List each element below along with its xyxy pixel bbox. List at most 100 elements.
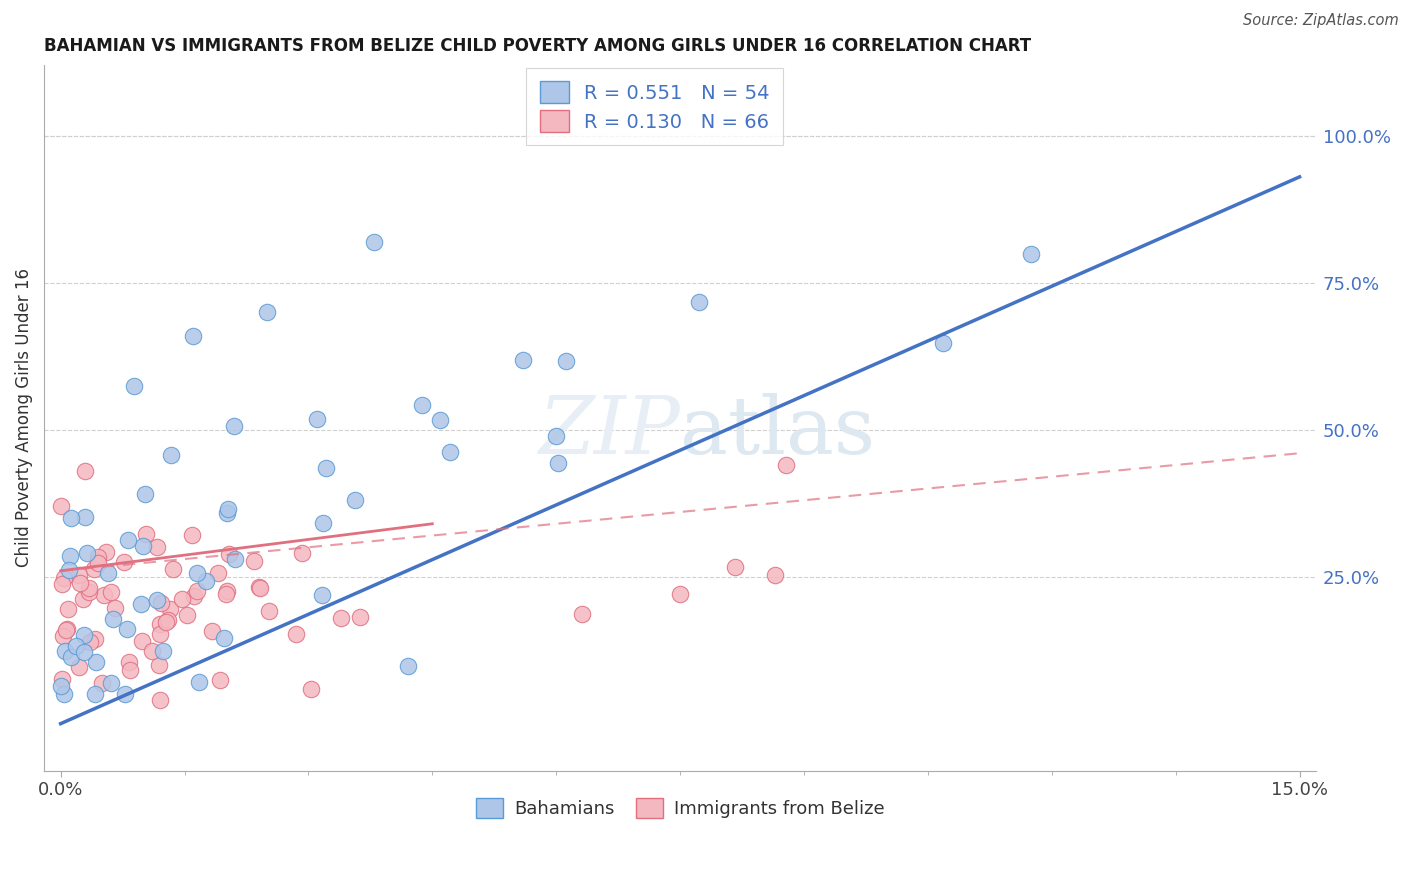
Point bbox=[554, 354, 576, 368]
Point bbox=[52, 687, 75, 701]
Point bbox=[411, 398, 433, 412]
Point bbox=[69, 576, 91, 591]
Point bbox=[181, 328, 204, 343]
Point bbox=[180, 527, 202, 541]
Point bbox=[73, 644, 96, 658]
Point bbox=[669, 587, 692, 601]
Point bbox=[94, 545, 117, 559]
Point bbox=[212, 631, 235, 645]
Point bbox=[87, 556, 110, 570]
Point bbox=[208, 673, 231, 687]
Point bbox=[124, 379, 146, 393]
Point bbox=[429, 412, 451, 426]
Point bbox=[53, 571, 76, 585]
Point bbox=[162, 562, 184, 576]
Point bbox=[931, 336, 953, 351]
Point bbox=[77, 581, 100, 595]
Point bbox=[155, 615, 177, 629]
Text: BAHAMIAN VS IMMIGRANTS FROM BELIZE CHILD POVERTY AMONG GIRLS UNDER 16 CORRELATIO: BAHAMIAN VS IMMIGRANTS FROM BELIZE CHILD… bbox=[44, 37, 1031, 55]
Point bbox=[439, 445, 461, 459]
Point bbox=[73, 464, 96, 478]
Point bbox=[131, 633, 153, 648]
Point bbox=[55, 623, 77, 637]
Point bbox=[134, 487, 156, 501]
Point bbox=[59, 650, 82, 665]
Point bbox=[146, 592, 169, 607]
Point bbox=[312, 516, 335, 530]
Point bbox=[396, 659, 419, 673]
Point bbox=[51, 577, 73, 591]
Point bbox=[79, 585, 101, 599]
Point bbox=[285, 627, 308, 641]
Point bbox=[207, 566, 229, 581]
Point bbox=[215, 506, 238, 520]
Point bbox=[59, 510, 82, 524]
Legend: Bahamians, Immigrants from Belize: Bahamians, Immigrants from Belize bbox=[468, 791, 891, 825]
Point bbox=[132, 540, 155, 554]
Y-axis label: Child Poverty Among Girls Under 16: Child Poverty Among Girls Under 16 bbox=[15, 268, 32, 567]
Point bbox=[90, 675, 112, 690]
Point bbox=[201, 624, 224, 639]
Point bbox=[51, 679, 73, 693]
Point bbox=[249, 581, 271, 595]
Point bbox=[149, 596, 172, 610]
Point bbox=[724, 560, 747, 574]
Point bbox=[256, 305, 278, 319]
Text: Source: ZipAtlas.com: Source: ZipAtlas.com bbox=[1243, 13, 1399, 29]
Point bbox=[118, 655, 141, 669]
Point bbox=[73, 628, 96, 642]
Point bbox=[84, 655, 107, 669]
Point bbox=[51, 672, 73, 686]
Point bbox=[149, 617, 172, 632]
Point bbox=[115, 622, 138, 636]
Point bbox=[160, 448, 183, 462]
Point bbox=[187, 675, 209, 690]
Point bbox=[93, 589, 115, 603]
Point bbox=[571, 607, 593, 621]
Point bbox=[135, 526, 157, 541]
Point bbox=[67, 660, 90, 674]
Point bbox=[299, 681, 322, 696]
Point bbox=[83, 632, 105, 646]
Point bbox=[249, 580, 271, 594]
Text: ZIP: ZIP bbox=[538, 393, 681, 471]
Point bbox=[186, 566, 208, 580]
Point bbox=[117, 533, 139, 547]
Point bbox=[149, 693, 172, 707]
Point bbox=[195, 574, 218, 588]
Point bbox=[103, 612, 125, 626]
Point bbox=[79, 635, 101, 649]
Point bbox=[170, 591, 193, 606]
Point bbox=[775, 458, 797, 473]
Point bbox=[75, 510, 97, 524]
Point bbox=[149, 627, 172, 641]
Point bbox=[363, 235, 385, 249]
Point bbox=[129, 597, 152, 611]
Point bbox=[349, 610, 371, 624]
Point bbox=[51, 499, 73, 513]
Point bbox=[100, 585, 122, 599]
Point bbox=[218, 501, 240, 516]
Point bbox=[87, 550, 110, 565]
Point bbox=[512, 353, 534, 368]
Point bbox=[186, 583, 208, 598]
Point bbox=[315, 460, 337, 475]
Point bbox=[104, 600, 127, 615]
Point bbox=[76, 546, 98, 560]
Point bbox=[763, 568, 786, 582]
Point bbox=[159, 602, 181, 616]
Point bbox=[72, 591, 94, 606]
Text: atlas: atlas bbox=[681, 393, 875, 471]
Point bbox=[291, 546, 314, 560]
Point bbox=[65, 639, 87, 653]
Point bbox=[56, 622, 79, 636]
Point bbox=[176, 608, 198, 623]
Point bbox=[114, 687, 136, 701]
Point bbox=[547, 456, 569, 470]
Point bbox=[688, 294, 710, 309]
Point bbox=[243, 553, 266, 567]
Point bbox=[112, 555, 135, 569]
Point bbox=[329, 611, 352, 625]
Point bbox=[67, 568, 90, 582]
Point bbox=[100, 676, 122, 690]
